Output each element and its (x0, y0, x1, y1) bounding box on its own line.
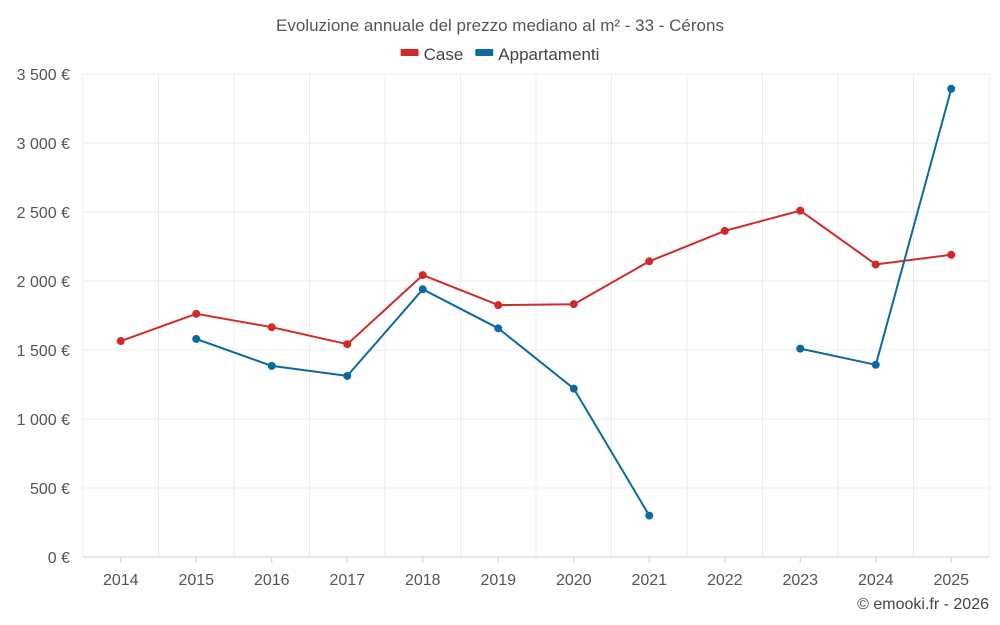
x-tick-label: 2020 (556, 572, 592, 589)
data-point-case-2020[interactable] (569, 300, 578, 309)
y-tick-label: 1 000 € (17, 412, 70, 429)
y-tick-label: 3 000 € (17, 136, 70, 153)
x-tick-label: 2015 (178, 572, 214, 589)
data-point-appartamenti-2015[interactable] (192, 334, 201, 343)
data-point-appartamenti-2021[interactable] (645, 511, 654, 520)
data-point-case-2023[interactable] (796, 206, 805, 215)
x-tick-label: 2024 (858, 572, 894, 589)
series-line-case (120, 209, 952, 346)
x-tick-label: 2023 (782, 572, 818, 589)
data-point-case-2025[interactable] (947, 250, 956, 259)
data-point-appartamenti-2017[interactable] (343, 371, 352, 380)
x-tick-label: 2016 (254, 572, 290, 589)
data-point-case-2016[interactable] (267, 323, 276, 332)
data-point-appartamenti-2024[interactable] (871, 360, 880, 369)
x-tick-label: 2019 (480, 572, 516, 589)
data-point-appartamenti-2023[interactable] (796, 344, 805, 353)
series-line-appartamenti (195, 288, 651, 517)
x-tick-label: 2014 (103, 572, 139, 589)
data-point-case-2017[interactable] (343, 340, 352, 349)
data-point-case-2018[interactable] (418, 271, 427, 280)
data-point-case-2022[interactable] (720, 226, 729, 235)
credit-text: © emooki.fr - 2026 (857, 596, 989, 613)
y-tick-label: 1 500 € (17, 343, 70, 360)
data-point-case-2021[interactable] (645, 257, 654, 266)
y-tick-label: 3 500 € (17, 67, 70, 84)
data-point-case-2014[interactable] (116, 337, 125, 346)
y-tick-label: 500 € (30, 481, 70, 498)
data-point-appartamenti-2020[interactable] (569, 384, 578, 393)
data-point-case-2024[interactable] (871, 260, 880, 269)
legend-label: Appartamenti (498, 45, 599, 64)
legend-label: Case (424, 45, 464, 64)
y-tick-label: 2 000 € (17, 274, 70, 291)
data-point-appartamenti-2025[interactable] (947, 84, 956, 93)
legend-item-case[interactable]: Case (400, 45, 464, 64)
axes: 0 € 500 € 1 000 € 1 500 € 2 000 € 2 500 € 3 00… (17, 67, 989, 589)
x-tick-label: 2021 (631, 572, 667, 589)
data-point-case-2019[interactable] (494, 301, 503, 310)
series-appartamenti (192, 84, 956, 520)
data-point-appartamenti-2016[interactable] (267, 361, 276, 370)
grid (82, 73, 990, 557)
legend: Case Appartamenti (400, 45, 599, 64)
data-point-appartamenti-2018[interactable] (418, 285, 427, 294)
x-tick-label: 2022 (707, 572, 743, 589)
series-case (116, 206, 956, 349)
x-tick-label: 2018 (405, 572, 441, 589)
data-point-case-2015[interactable] (192, 309, 201, 318)
y-tick-label: 2 500 € (17, 205, 70, 222)
y-tick-label: 0 € (48, 550, 70, 567)
series (116, 84, 956, 520)
chart-title: Evoluzione annuale del prezzo mediano al… (276, 16, 724, 35)
legend-swatch (400, 49, 419, 56)
data-point-appartamenti-2019[interactable] (494, 324, 503, 333)
legend-item-appartamenti[interactable]: Appartamenti (475, 45, 599, 64)
legend-swatch (475, 49, 494, 56)
x-tick-label: 2017 (329, 572, 365, 589)
x-tick-label: 2025 (933, 572, 969, 589)
